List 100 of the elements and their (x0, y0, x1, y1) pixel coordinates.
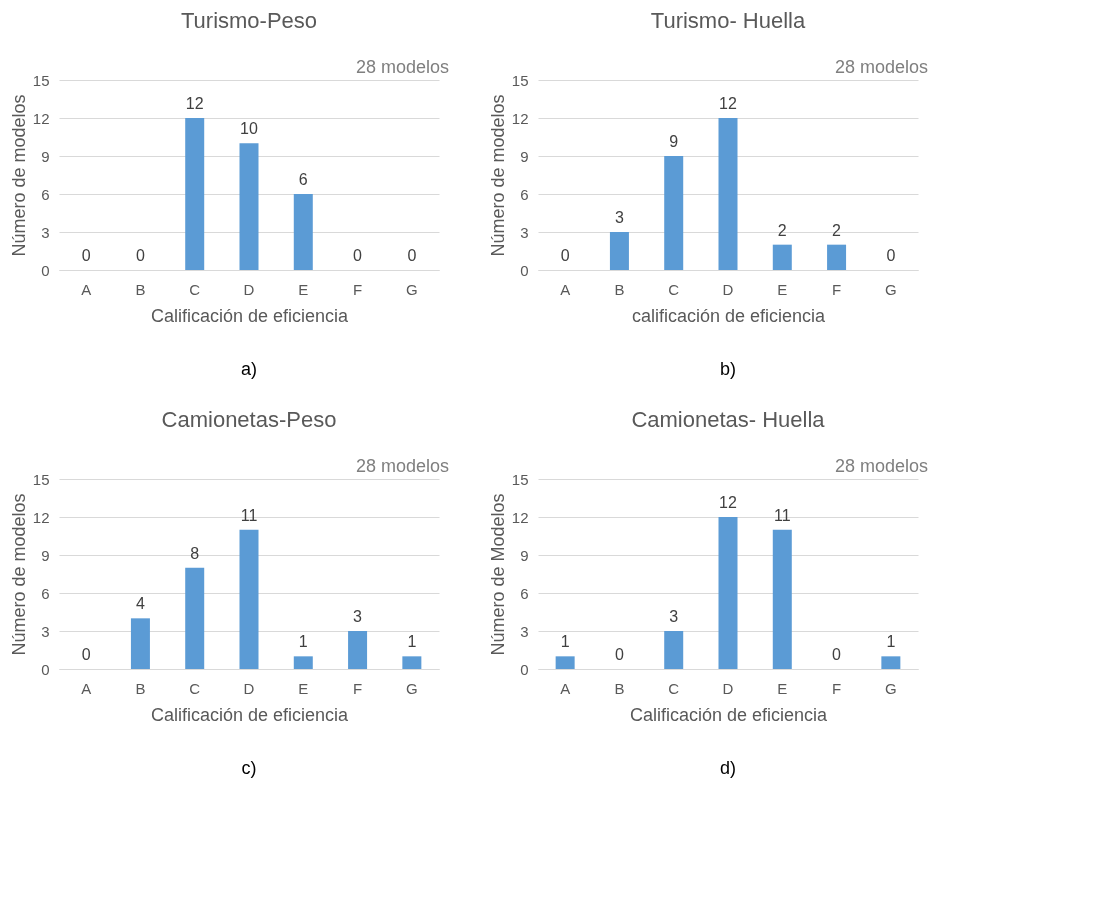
bar (185, 567, 205, 669)
x-tick-label: F (831, 679, 842, 697)
y-tick-label: 6 (41, 584, 50, 602)
bar (881, 656, 901, 669)
x-axis-title: Calificación de eficiencia (150, 704, 350, 725)
x-tick-label: B (135, 280, 146, 298)
x-tick-label: D (243, 679, 255, 697)
x-tick-label: C (668, 280, 680, 298)
text: c) (241, 758, 257, 778)
y-tick-label: 15 (511, 71, 529, 89)
y-axis-title: Número de modelos (487, 94, 508, 257)
y-axis-title: Número de Modelos (487, 493, 508, 656)
x-tick-label: A (81, 679, 92, 697)
y-tick-label: 9 (520, 147, 529, 165)
text: 28 modelos (834, 456, 928, 476)
text: a) (240, 359, 258, 379)
bar (664, 631, 684, 669)
data-label: 3 (669, 608, 679, 625)
data-label: 8 (190, 544, 200, 562)
bar (239, 143, 259, 270)
chart-title: Turismo-Peso (180, 8, 318, 33)
data-label: 0 (81, 247, 91, 264)
y-tick-label: 3 (520, 622, 529, 640)
x-tick-label: B (614, 280, 625, 298)
chart-title: Turismo- Huella (650, 8, 806, 33)
x-tick-label: G (406, 679, 418, 697)
text: 28 modelos (355, 456, 449, 476)
x-tick-label: E (298, 280, 309, 298)
x-tick-label: D (722, 679, 734, 697)
y-tick-label: 6 (41, 185, 50, 203)
y-tick-label: 15 (32, 470, 50, 488)
chart-title: Camionetas- Huella (631, 407, 826, 432)
x-tick-label: A (560, 679, 571, 697)
x-tick-label: E (777, 679, 788, 697)
bar (718, 517, 738, 669)
data-label: 10 (240, 120, 258, 138)
y-tick-label: 12 (511, 508, 529, 526)
bar (239, 529, 259, 669)
bar (772, 244, 792, 270)
x-tick-label: B (135, 679, 146, 697)
y-tick-label: 3 (41, 223, 50, 241)
x-tick-label: D (722, 280, 734, 298)
data-label: 3 (614, 209, 624, 226)
x-tick-label: F (831, 280, 842, 298)
bar (718, 118, 738, 270)
data-label: 1 (886, 633, 896, 651)
y-tick-label: 9 (41, 546, 50, 564)
data-label: 0 (407, 247, 417, 264)
bar (609, 232, 629, 270)
data-label: 0 (832, 646, 842, 663)
text: 28 modelos (355, 57, 449, 77)
data-label: 1 (560, 633, 570, 651)
bar (772, 529, 792, 669)
x-tick-label: C (668, 679, 680, 697)
y-tick-label: 12 (32, 109, 50, 127)
bar (827, 244, 847, 270)
data-label: 0 (81, 646, 91, 663)
x-axis-title: calificación de eficiencia (631, 305, 827, 326)
y-tick-label: 0 (520, 660, 529, 678)
x-tick-label: D (243, 280, 255, 298)
y-tick-label: 15 (511, 470, 529, 488)
bar (185, 118, 205, 270)
x-axis-title: Calificación de eficiencia (629, 704, 829, 725)
text: d) (719, 758, 737, 778)
y-tick-label: 3 (41, 622, 50, 640)
data-label: 0 (353, 247, 363, 264)
x-tick-label: G (885, 280, 897, 298)
y-tick-label: 0 (41, 261, 50, 279)
y-tick-label: 9 (41, 147, 50, 165)
y-tick-label: 3 (520, 223, 529, 241)
data-label: 0 (886, 247, 896, 264)
x-tick-label: F (352, 280, 363, 298)
x-tick-label: C (189, 280, 201, 298)
bar (348, 631, 368, 669)
y-tick-label: 9 (520, 546, 529, 564)
data-label: 0 (560, 247, 570, 264)
x-tick-label: A (560, 280, 571, 298)
bar (555, 656, 575, 669)
text: b) (719, 359, 737, 379)
y-tick-label: 12 (511, 109, 529, 127)
bar (402, 656, 422, 669)
y-axis-title: Número de modelos (8, 493, 29, 656)
x-tick-label: B (614, 679, 625, 697)
y-tick-label: 15 (32, 71, 50, 89)
bar (293, 656, 313, 669)
y-tick-label: 6 (520, 584, 529, 602)
text: 28 modelos (834, 57, 928, 77)
data-label: 11 (773, 506, 791, 524)
data-label: 1 (407, 633, 417, 651)
data-label: 0 (135, 247, 145, 264)
bar (130, 618, 150, 669)
bar (293, 194, 313, 270)
y-tick-label: 6 (520, 185, 529, 203)
data-label: 4 (135, 595, 145, 613)
x-tick-label: G (406, 280, 418, 298)
bar (664, 156, 684, 270)
x-axis-title: Calificación de eficiencia (150, 305, 350, 326)
data-label: 6 (298, 171, 308, 188)
data-label: 11 (240, 506, 258, 524)
data-label: 2 (832, 221, 842, 239)
